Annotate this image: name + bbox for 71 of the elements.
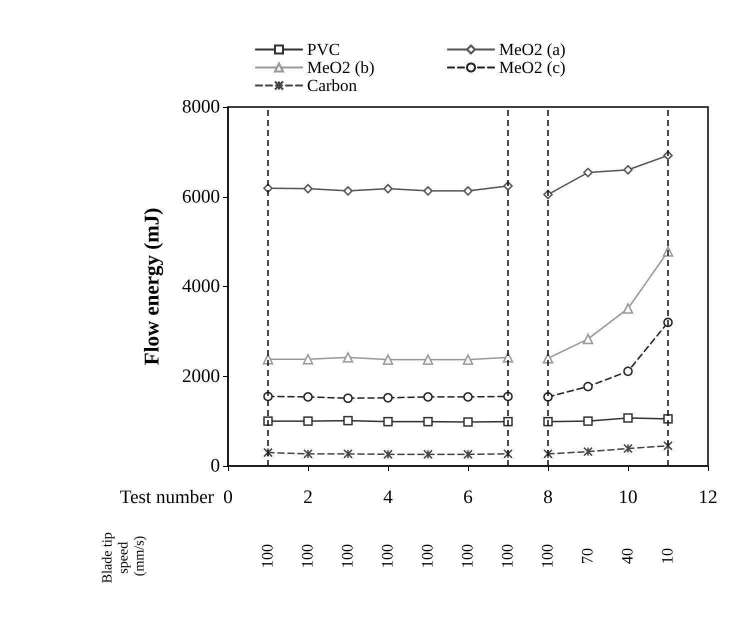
point (422, 354, 434, 365)
legend-label: MeO2 (c) (499, 58, 566, 77)
x-tick-label: 10 (618, 487, 638, 508)
y-tick-label: 0 (210, 456, 220, 476)
point (423, 416, 433, 426)
point (302, 354, 314, 364)
point (583, 446, 593, 456)
point (583, 168, 593, 178)
point (463, 450, 473, 460)
text: 100 (340, 544, 356, 568)
text: 100 (540, 544, 556, 568)
text: 40 (620, 548, 636, 564)
legend-label: MeO2 (b) (307, 58, 375, 77)
point (623, 444, 633, 454)
text: 100 (420, 544, 436, 568)
point (382, 354, 394, 365)
point (623, 413, 633, 423)
point (343, 416, 353, 426)
x-tick-label: 2 (303, 487, 313, 508)
text: 100 (260, 544, 276, 568)
x-tick-label: 4 (383, 487, 394, 508)
x-axis-title: Test number (120, 487, 215, 508)
point (383, 393, 393, 403)
point (343, 393, 353, 403)
y-tick-label: 4000 (182, 276, 220, 297)
point (543, 449, 553, 459)
point (383, 416, 393, 426)
legend-label: MeO2 (a) (499, 40, 566, 59)
text: 10 (660, 548, 676, 564)
point (303, 416, 313, 426)
point (583, 382, 593, 392)
point (303, 449, 313, 459)
text: 100 (460, 544, 476, 568)
point (343, 186, 353, 196)
point (303, 184, 313, 194)
point (503, 449, 513, 459)
text: 70 (580, 548, 596, 564)
point (383, 450, 393, 460)
point (423, 450, 433, 460)
point (583, 416, 593, 426)
point (663, 441, 673, 451)
x-tick-label: 12 (698, 487, 718, 508)
point (423, 186, 433, 196)
y-axis-title: Flow energy (mJ) (140, 208, 164, 366)
text: 100 (380, 544, 396, 568)
y-tick-label: 2000 (182, 366, 220, 387)
point (622, 303, 634, 314)
point (423, 392, 433, 402)
point (663, 414, 673, 424)
y-tick-label: 8000 (182, 96, 220, 118)
point (303, 392, 313, 402)
x-tick-label: 6 (463, 487, 473, 508)
x-tick-label: 8 (543, 487, 553, 508)
point (263, 448, 273, 458)
x-tick-label: 0 (223, 487, 233, 508)
text: 100 (500, 544, 516, 568)
point (623, 165, 633, 175)
text: Blade tip speed (mm/s) (100, 528, 148, 584)
point (462, 354, 474, 365)
legend-label: PVC (307, 40, 340, 59)
point (582, 334, 594, 344)
y-tick-label: 6000 (182, 186, 220, 208)
point (342, 352, 354, 363)
point (463, 392, 473, 402)
point (463, 417, 473, 427)
legend-label: Carbon (307, 76, 358, 95)
point (623, 366, 633, 376)
point (383, 184, 393, 194)
text: 100 (300, 544, 316, 568)
point (343, 449, 353, 459)
point (463, 186, 473, 196)
